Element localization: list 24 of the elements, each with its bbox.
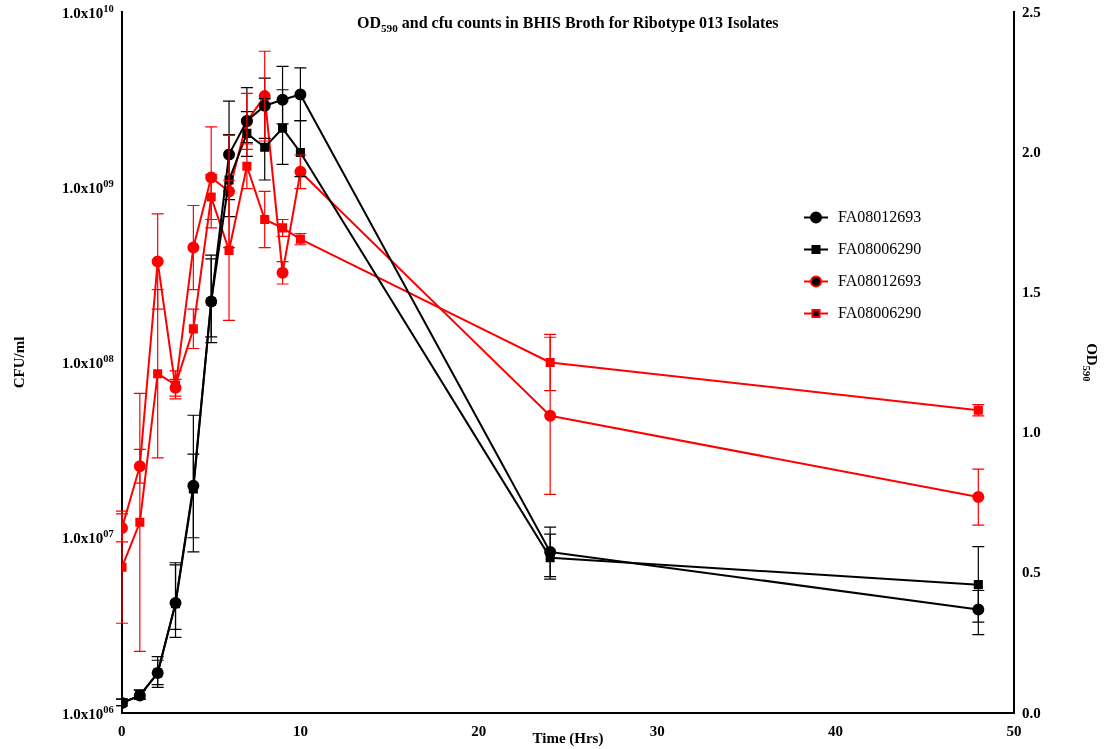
- x-tick-label: 10: [292, 722, 308, 739]
- x-tick-label: 30: [649, 722, 665, 739]
- x-tick-label: 0: [118, 722, 126, 739]
- y2-tick-label: 2.5: [1022, 3, 1041, 20]
- y2-tick-label: 0.0: [1022, 704, 1041, 721]
- x-tick-label: 20: [471, 722, 487, 739]
- y2-tick-label: 1.5: [1022, 283, 1041, 300]
- y2-tick-label: 0.5: [1022, 564, 1041, 581]
- legend-label: FA08012693: [838, 207, 922, 225]
- legend-label: FA08006290: [838, 303, 922, 321]
- y-tick-label: 1.0x10$^{10}$: [62, 2, 114, 21]
- x-tick-label: 50: [1006, 722, 1022, 739]
- y-tick-label: 1.0x10$^{08}$: [62, 353, 114, 371]
- chart-title: OD$_{590}$ and cfu counts in BHIS Broth for Ribotype 013 Isolates: [357, 13, 779, 34]
- x-tick-label: 40: [828, 722, 844, 739]
- y2-tick-label: 2.0: [1022, 143, 1041, 160]
- legend-label: FA08006290: [838, 239, 922, 257]
- y-axis-title: CFU/ml: [11, 336, 28, 389]
- y-tick-label: 1.0x10$^{07}$: [62, 528, 114, 547]
- y2-tick-label: 1.0: [1022, 424, 1041, 441]
- y-tick-label: 1.0x10$^{09}$: [62, 177, 114, 196]
- y-tick-label: 1.0x10$^{06}$: [62, 703, 114, 722]
- x-axis-title: Time (Hrs): [532, 729, 604, 746]
- legend-label: FA08012693: [838, 271, 922, 289]
